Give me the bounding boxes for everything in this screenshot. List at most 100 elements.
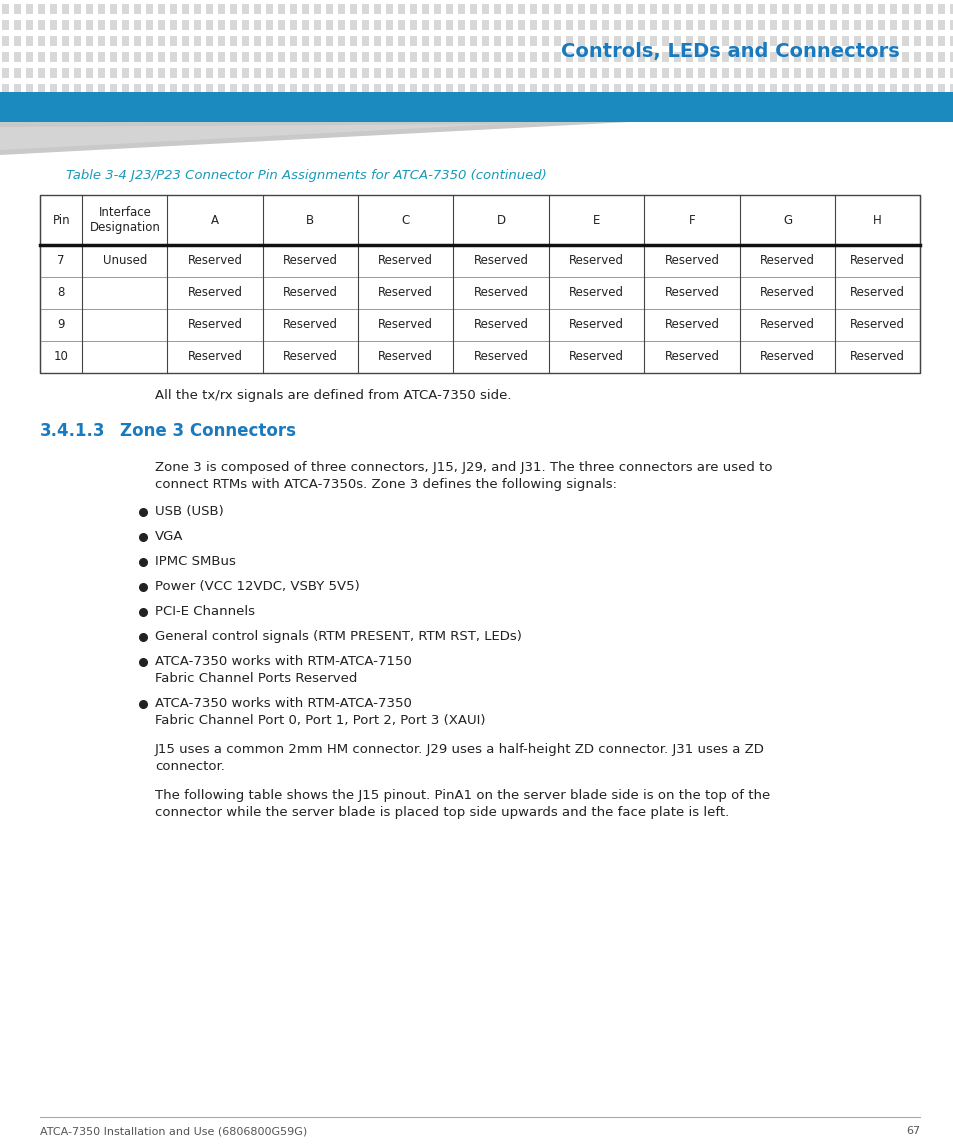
Bar <box>2 52 9 62</box>
Bar <box>0 92 953 123</box>
Bar <box>649 68 657 78</box>
Bar <box>40 195 919 373</box>
Bar <box>745 3 752 14</box>
Bar <box>793 19 801 30</box>
Bar <box>193 3 201 14</box>
Bar <box>565 52 573 62</box>
Bar <box>110 84 117 94</box>
Text: Reserved: Reserved <box>569 254 623 268</box>
Bar <box>446 19 453 30</box>
Bar <box>38 52 45 62</box>
Bar <box>721 3 728 14</box>
Bar <box>230 84 236 94</box>
Bar <box>410 19 416 30</box>
Text: Reserved: Reserved <box>283 286 337 300</box>
Bar <box>314 35 320 46</box>
Bar <box>829 52 836 62</box>
Bar <box>589 3 597 14</box>
Text: Reserved: Reserved <box>664 350 719 363</box>
Bar <box>721 68 728 78</box>
Bar <box>86 68 92 78</box>
Bar <box>386 19 393 30</box>
Bar <box>446 3 453 14</box>
Bar <box>110 52 117 62</box>
Bar <box>913 52 920 62</box>
Bar <box>86 35 92 46</box>
Text: Reserved: Reserved <box>283 350 337 363</box>
Bar <box>853 84 861 94</box>
Text: Reserved: Reserved <box>378 350 433 363</box>
Text: USB (USB): USB (USB) <box>154 505 224 518</box>
Bar <box>913 35 920 46</box>
Bar <box>38 68 45 78</box>
Bar <box>350 35 356 46</box>
Bar <box>853 19 861 30</box>
Bar <box>434 84 440 94</box>
Bar <box>578 35 584 46</box>
Bar <box>578 3 584 14</box>
Bar <box>193 84 201 94</box>
Bar <box>733 52 740 62</box>
Bar <box>565 84 573 94</box>
Bar <box>494 19 500 30</box>
Bar <box>122 68 129 78</box>
Bar <box>530 3 537 14</box>
Bar <box>146 19 152 30</box>
Text: J15 uses a common 2mm HM connector. J29 uses a half-height ZD connector. J31 use: J15 uses a common 2mm HM connector. J29 … <box>154 743 764 756</box>
Bar <box>554 68 560 78</box>
Bar <box>793 52 801 62</box>
Bar <box>578 68 584 78</box>
Bar <box>541 35 548 46</box>
Bar <box>601 35 608 46</box>
Bar <box>266 68 273 78</box>
Bar <box>925 19 932 30</box>
Bar <box>158 68 165 78</box>
Bar <box>314 84 320 94</box>
Bar <box>218 68 225 78</box>
Bar <box>230 3 236 14</box>
Text: Reserved: Reserved <box>664 318 719 332</box>
Bar <box>242 52 249 62</box>
Bar <box>158 3 165 14</box>
Bar <box>913 68 920 78</box>
Bar <box>877 84 884 94</box>
Bar <box>661 35 668 46</box>
Bar <box>841 84 848 94</box>
Bar <box>218 52 225 62</box>
Bar <box>122 3 129 14</box>
Text: Reserved: Reserved <box>187 254 242 268</box>
Bar <box>2 3 9 14</box>
Bar <box>397 3 405 14</box>
Bar <box>397 35 405 46</box>
Bar <box>14 84 21 94</box>
Bar <box>709 19 717 30</box>
Bar <box>805 52 812 62</box>
Bar <box>889 68 896 78</box>
Bar <box>709 3 717 14</box>
Text: Power (VCC 12VDC, VSBY 5V5): Power (VCC 12VDC, VSBY 5V5) <box>154 581 359 593</box>
Bar <box>589 68 597 78</box>
Bar <box>361 35 369 46</box>
Bar <box>290 84 296 94</box>
Text: PCI-E Channels: PCI-E Channels <box>154 605 254 618</box>
Bar <box>277 35 285 46</box>
Bar <box>614 3 620 14</box>
Bar <box>98 3 105 14</box>
Bar <box>350 52 356 62</box>
Bar <box>769 3 776 14</box>
Text: General control signals (RTM PRESENT, RTM RST, LEDs): General control signals (RTM PRESENT, RT… <box>154 630 521 643</box>
Bar <box>446 84 453 94</box>
Bar <box>337 84 345 94</box>
Bar <box>829 68 836 78</box>
Bar <box>277 3 285 14</box>
Bar <box>758 3 764 14</box>
Bar <box>242 68 249 78</box>
Bar <box>434 3 440 14</box>
Bar <box>86 84 92 94</box>
Bar <box>589 52 597 62</box>
Bar <box>350 3 356 14</box>
Bar <box>554 35 560 46</box>
Bar <box>86 52 92 62</box>
Bar <box>865 3 872 14</box>
Bar <box>554 84 560 94</box>
